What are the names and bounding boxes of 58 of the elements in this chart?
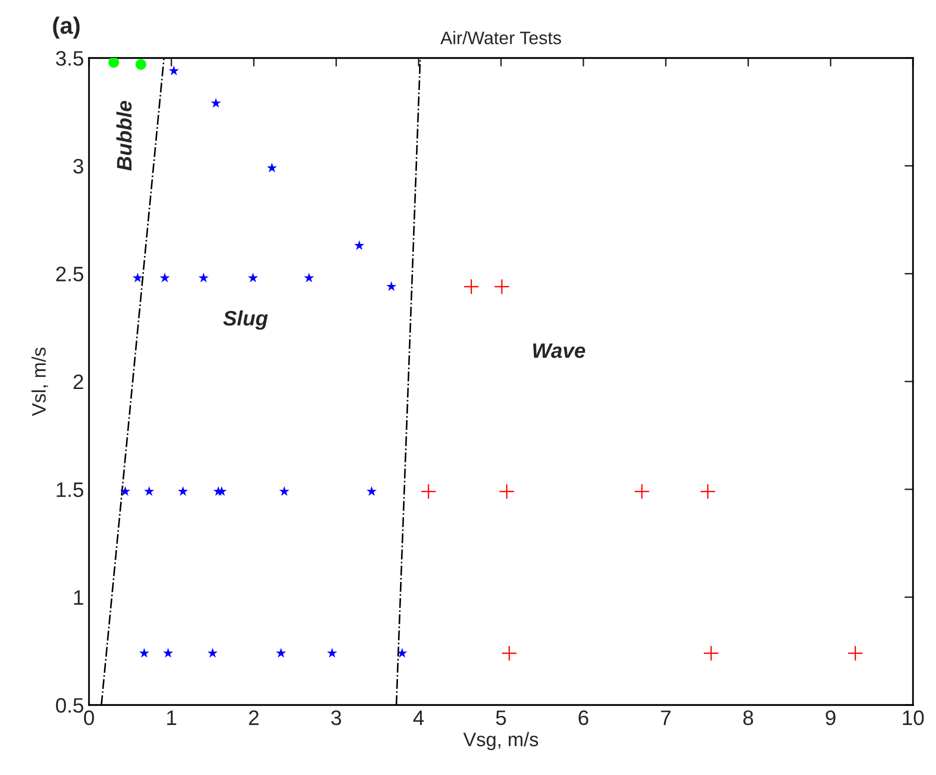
point (207, 648, 218, 658)
x-tick-label: 0 (84, 710, 94, 726)
point (420, 484, 436, 500)
x-tick-label: 4 (413, 710, 424, 725)
point (266, 162, 278, 172)
point (162, 648, 174, 658)
point (397, 648, 408, 658)
y-tick-label: 2 (74, 374, 84, 390)
annotation: Bubble (116, 100, 132, 171)
point (108, 58, 120, 68)
x-tick-label: 1 (167, 710, 176, 725)
chart-title: Air/Water Tests (440, 31, 562, 44)
x-tick-label: 7 (661, 710, 671, 725)
point (386, 281, 397, 291)
x-tick-label: 5 (496, 710, 506, 726)
point (160, 272, 170, 282)
point (198, 272, 209, 282)
x-tick-label: 2 (249, 710, 259, 725)
x-tick-label: 9 (826, 710, 836, 726)
point (279, 486, 290, 496)
annotation: Slug (223, 310, 268, 330)
x-tick-label: 6 (578, 710, 588, 726)
y-tick-label: 2.5 (56, 266, 84, 282)
point (178, 486, 188, 496)
point (498, 484, 515, 500)
point (248, 272, 258, 282)
point (304, 272, 314, 282)
point (366, 486, 377, 496)
annotation: Wave (533, 343, 586, 358)
point (120, 486, 130, 496)
point (326, 648, 338, 658)
y-tick-label: 3 (73, 158, 84, 174)
point (354, 240, 364, 250)
y-tick-label: 1.5 (56, 482, 84, 498)
point (847, 645, 864, 662)
point (634, 484, 650, 500)
x-tick-label: 10 (903, 710, 924, 726)
point (700, 484, 716, 500)
point (216, 486, 227, 496)
point (132, 272, 143, 282)
x-axis-title: Vsg, m/s (463, 732, 538, 750)
point (210, 98, 222, 108)
y-axis-title: Vsl, m/s (32, 348, 48, 416)
y-tick-label: 1 (74, 590, 84, 605)
point (144, 486, 154, 496)
y-tick-label: 3.5 (56, 51, 84, 66)
point (463, 278, 480, 295)
point (501, 645, 518, 662)
y-tick-label: 0.5 (56, 698, 84, 713)
x-tick-label: 3 (331, 710, 342, 726)
point (139, 648, 150, 658)
point (276, 648, 286, 658)
text: (a) (53, 16, 80, 39)
point (494, 278, 510, 295)
point (136, 59, 146, 70)
point (703, 645, 720, 662)
point (168, 66, 179, 76)
x-tick-label: 8 (743, 710, 754, 726)
